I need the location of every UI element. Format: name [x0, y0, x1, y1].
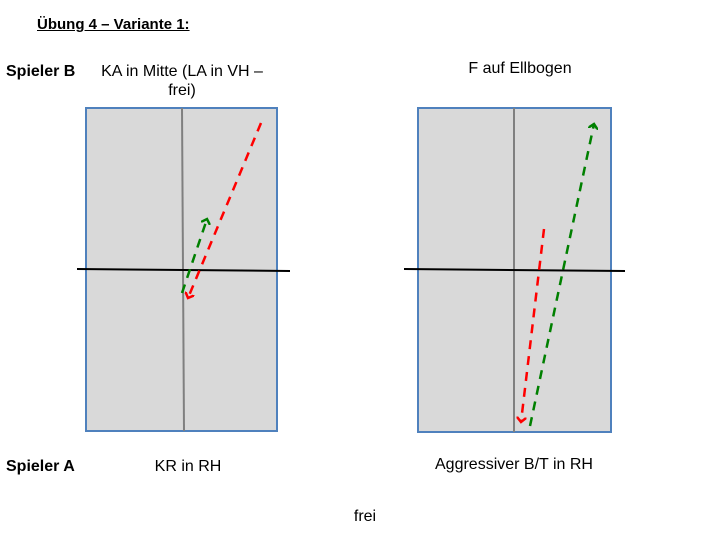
player-a-left-stroke: KR in RH [154, 458, 222, 475]
player-a-label: Spieler A [6, 458, 75, 475]
right-green-arrow [528, 124, 594, 427]
left-table-net [76, 268, 291, 272]
right-red-arrow [521, 228, 546, 422]
player-b-left-stroke: KA in Mitte (LA in VH – frei) [101, 63, 263, 99]
player-b-label: Spieler B [6, 63, 76, 80]
player-b-right-stroke: F auf Ellbogen [468, 60, 572, 77]
exercise-title: Übung 4 – Variante 1: [37, 16, 190, 33]
right-table [403, 107, 626, 433]
left-table [76, 107, 291, 432]
right-table-net [403, 268, 626, 272]
left-green-arrow [180, 219, 207, 294]
footer-note: frei [353, 508, 377, 525]
player-a-right-stroke: Aggressiver B/T in RH [435, 456, 593, 473]
